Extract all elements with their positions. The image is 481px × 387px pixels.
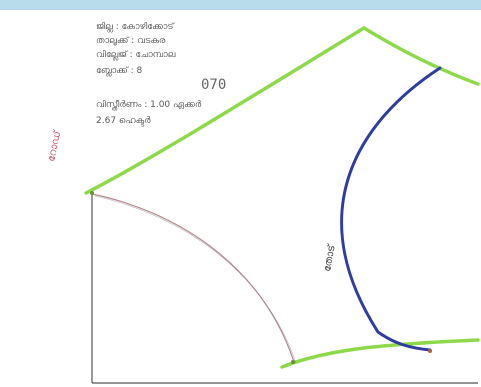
boundary-upper-left [84, 26, 366, 195]
road-line-shadow [94, 195, 297, 364]
note-line-1: ജില്ല : കോഴിക്കോട് [96, 22, 174, 32]
left-vertex-marker [90, 191, 94, 195]
note-line-6: വിസ്തീർണം : 1.00 ഏക്കർ [96, 100, 202, 110]
left-side-label: റോഡ് [45, 128, 64, 163]
bottom-vertex-marker [291, 360, 295, 364]
boundary-bottom [280, 338, 480, 369]
stream-curve [340, 66, 442, 352]
stream-label: തോട് [321, 242, 338, 272]
sketch-canvas: റോഡ് തോട് ജില്ല : കോഴിക്കോട് താലൂക്ക് : … [0, 10, 481, 387]
note-line-2: താലൂക്ക് : വടകര [96, 36, 166, 46]
road-line [91, 193, 295, 363]
right-vertex-marker [428, 349, 432, 353]
note-line-3: വില്ലേജ് : ചോമ്പാല [96, 50, 176, 60]
note-line-7: 2.67 ഹെക്ടർ [96, 116, 151, 126]
note-line-4: ബ്ലോക്ക് : 8 [96, 66, 143, 76]
boundary-upper-right [362, 26, 480, 86]
plot-sketch: റോഡ് തോട് [45, 26, 480, 384]
survey-number: 070 [201, 77, 227, 93]
top-strip [0, 0, 481, 10]
